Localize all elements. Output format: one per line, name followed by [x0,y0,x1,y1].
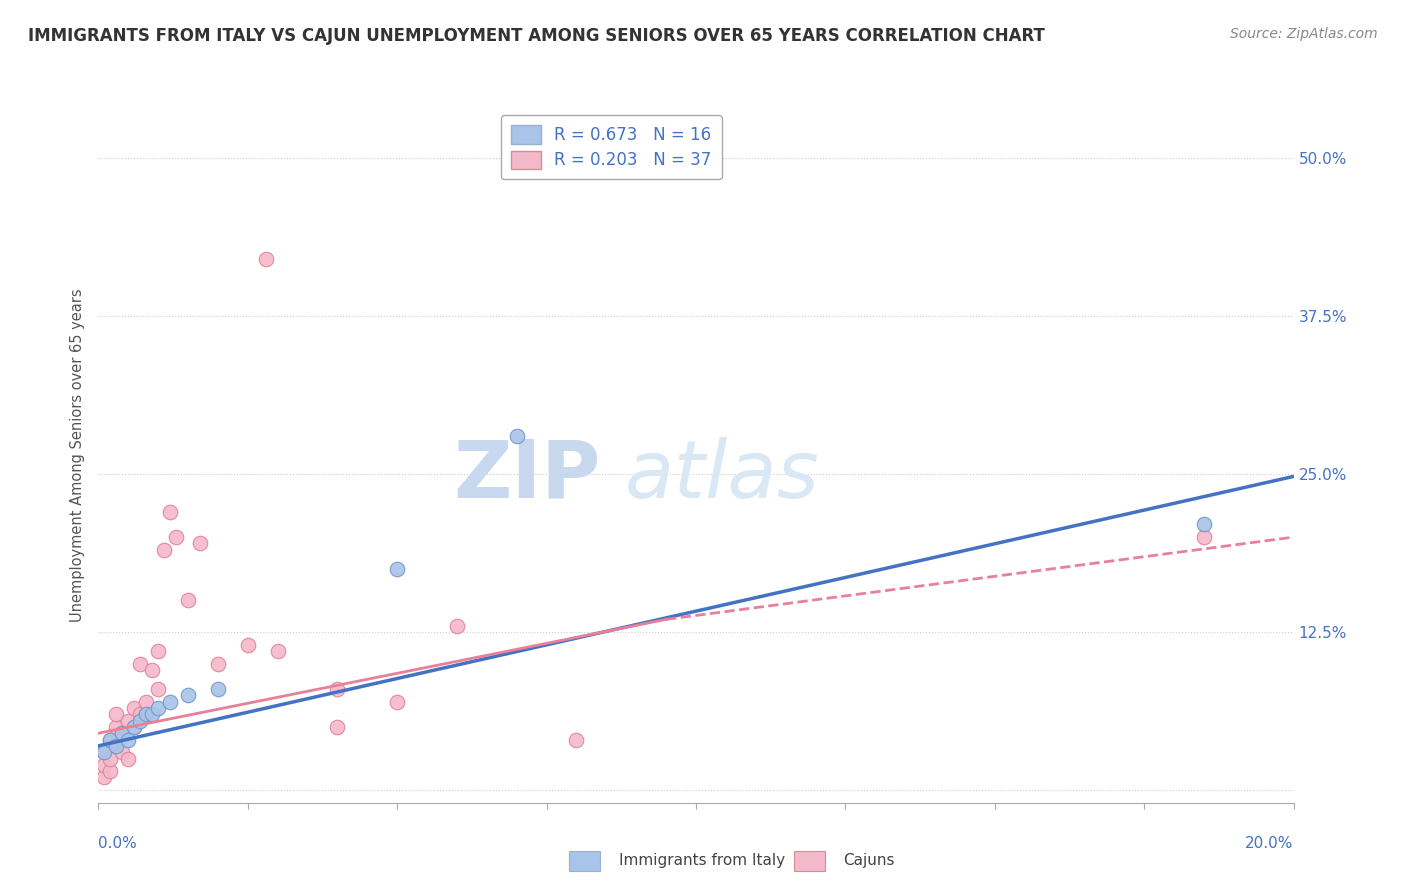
Point [236,638,259,652]
Point [159,695,181,709]
Point [111,745,134,759]
Text: 0.0%: 0.0% [98,836,138,851]
Point [105,707,128,722]
Text: IMMIGRANTS FROM ITALY VS CAJUN UNEMPLOYMENT AMONG SENIORS OVER 65 YEARS CORRELAT: IMMIGRANTS FROM ITALY VS CAJUN UNEMPLOYM… [28,27,1045,45]
Point [129,657,152,671]
Text: Cajuns: Cajuns [844,854,896,868]
Point [141,663,163,677]
Point [1192,530,1215,544]
Text: ZIP: ZIP [453,437,600,515]
Point [207,657,229,671]
Point [153,542,176,557]
Point [124,701,146,715]
Point [111,726,134,740]
Point [105,739,128,753]
Point [135,707,157,722]
Point [1192,517,1215,532]
Point [385,695,409,709]
Point [135,707,157,722]
Text: 20.0%: 20.0% [1246,836,1294,851]
Point [111,726,134,740]
Point [98,751,122,765]
Text: Immigrants from Italy: Immigrants from Italy [619,854,785,868]
Point [141,707,163,722]
Point [148,681,170,696]
Point [267,644,290,658]
Y-axis label: Unemployment Among Seniors over 65 years: Unemployment Among Seniors over 65 years [69,288,84,622]
Point [129,714,152,728]
Point [177,688,200,702]
Point [93,757,115,772]
Point [135,695,157,709]
Point [177,593,200,607]
Point [105,720,128,734]
Point [326,681,349,696]
Point [326,720,349,734]
Text: atlas: atlas [624,437,820,515]
Point [165,530,187,544]
Legend: R = 0.673   N = 16, R = 0.203   N = 37: R = 0.673 N = 16, R = 0.203 N = 37 [501,115,721,179]
Point [148,644,170,658]
Point [506,429,529,443]
Point [105,739,128,753]
Point [117,714,139,728]
Point [385,562,409,576]
Point [93,771,115,785]
Point [98,764,122,779]
Point [124,720,146,734]
Point [148,701,170,715]
Point [207,681,229,696]
Point [188,536,211,550]
Point [565,732,588,747]
Point [117,732,139,747]
Point [159,505,181,519]
Point [124,720,146,734]
Point [117,751,139,765]
Point [254,252,277,266]
Point [446,618,468,632]
Point [98,732,122,747]
Point [93,745,115,759]
Point [129,707,152,722]
Text: Source: ZipAtlas.com: Source: ZipAtlas.com [1230,27,1378,41]
Point [93,745,115,759]
Point [98,732,122,747]
